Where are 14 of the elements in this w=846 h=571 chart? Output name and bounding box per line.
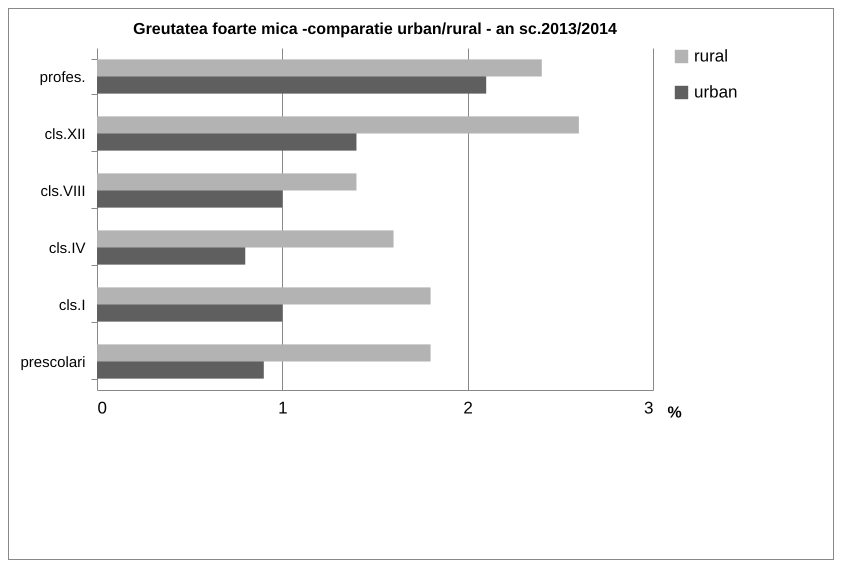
- legend-label: rural: [694, 46, 728, 66]
- x-tick-label: 0: [98, 398, 107, 418]
- x-tick-label: 1: [278, 398, 288, 418]
- y-tick-label: cls.VIII: [40, 183, 86, 200]
- x-axis-title: %: [668, 404, 682, 422]
- x-tick-label: 3: [644, 398, 654, 418]
- legend-label: urban: [694, 82, 738, 102]
- y-tick-label: prescolari: [20, 354, 86, 371]
- x-tick-label: 2: [463, 398, 473, 418]
- y-tick-label: profes.: [40, 69, 86, 86]
- chart-title: Greutatea foarte mica -comparatie urban/rural - an sc.2013/2014: [133, 21, 617, 38]
- y-tick-label: cls.XII: [44, 126, 86, 143]
- y-tick-label: cls.I: [58, 297, 86, 314]
- y-tick-label: cls.IV: [48, 240, 86, 257]
